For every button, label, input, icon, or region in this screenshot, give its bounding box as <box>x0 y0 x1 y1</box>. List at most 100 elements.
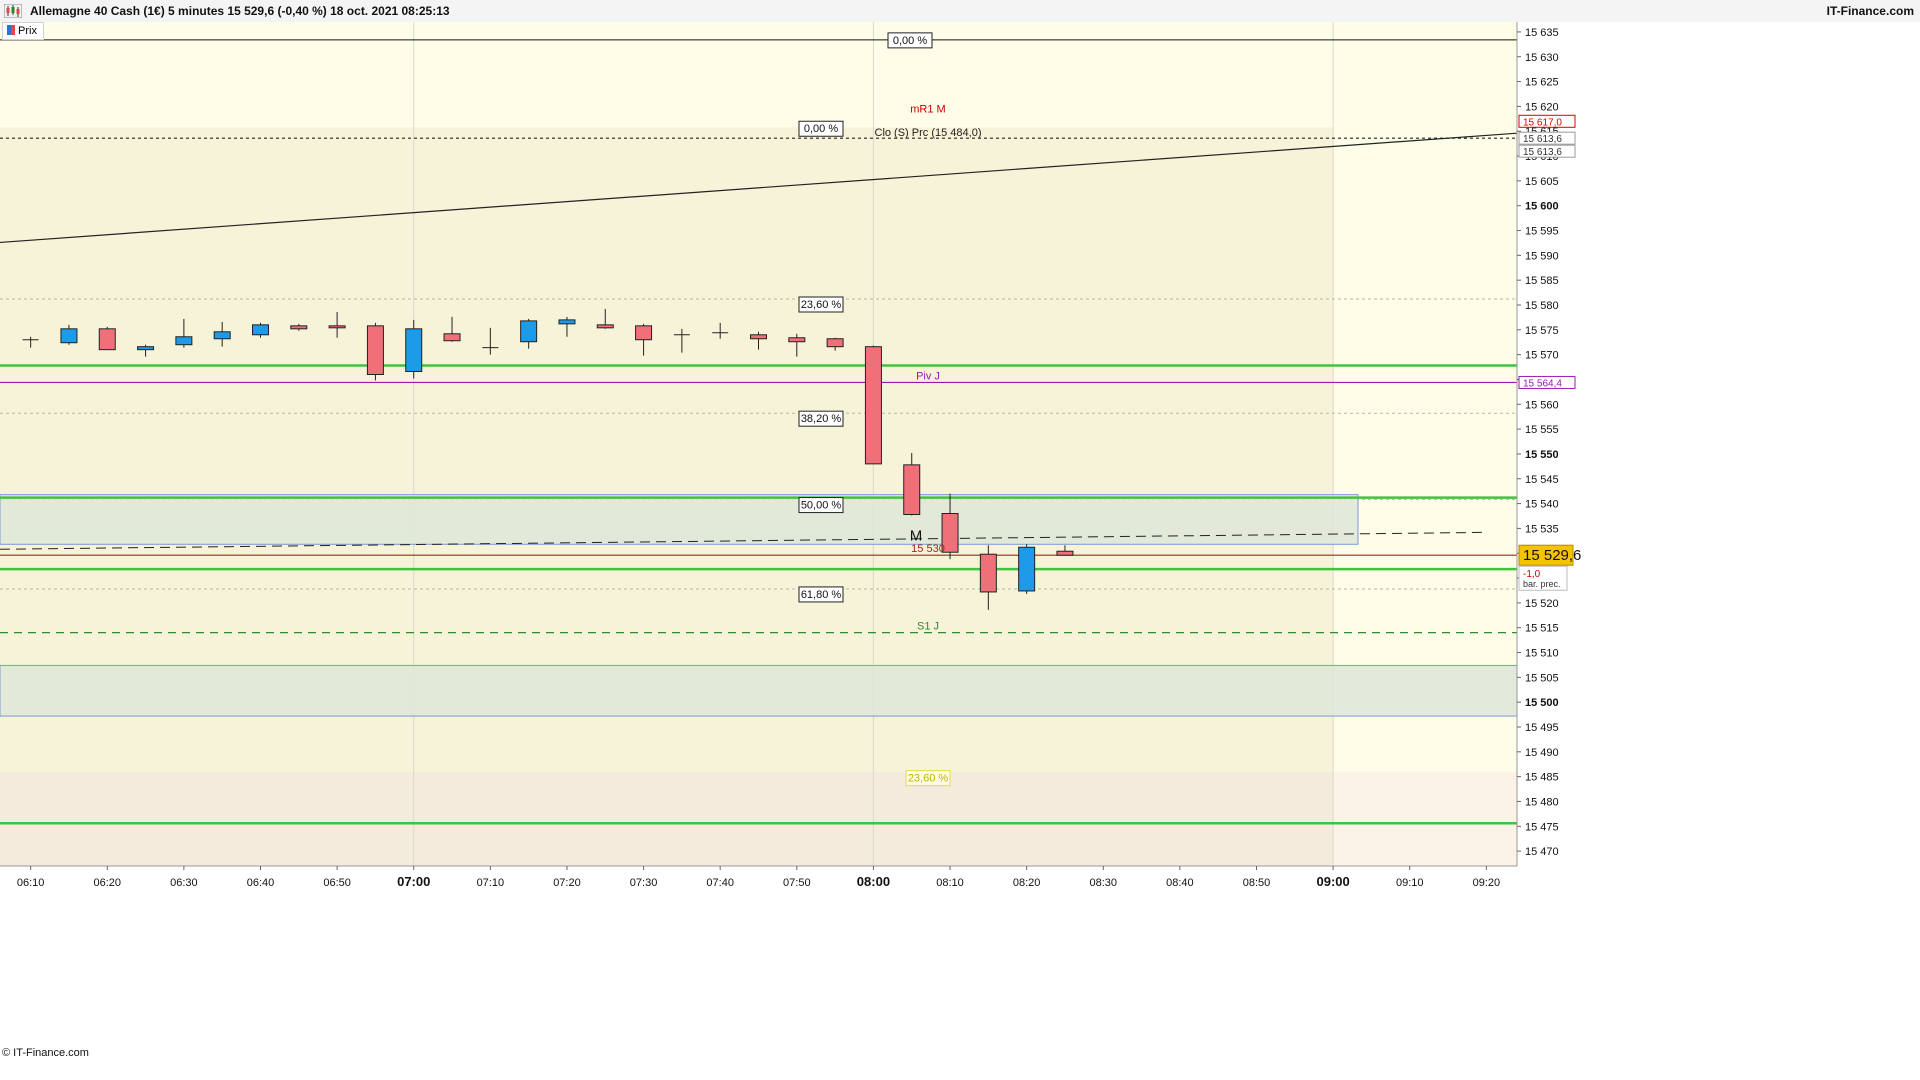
x-tick-label: 06:30 <box>170 877 198 889</box>
level-axis-tag <box>1518 144 1576 158</box>
x-tick-label: 08:00 <box>857 874 890 889</box>
background-band-low <box>0 771 1334 866</box>
level-label-mr1m: mR1 M <box>910 103 945 115</box>
copyright-text: © IT-Finance.com <box>2 1047 89 1059</box>
y-tick-label: 15 470 <box>1525 846 1559 858</box>
candle-body <box>290 325 308 330</box>
x-tick-label: 06:50 <box>323 877 351 889</box>
candle-body <box>635 325 653 341</box>
brand-label[interactable]: IT-Finance.com <box>1826 4 1914 18</box>
candle-body <box>137 346 155 351</box>
y-tick-label: 15 560 <box>1525 399 1559 411</box>
candle-body <box>826 338 844 348</box>
price-legend-swatch <box>7 25 15 35</box>
candle-body <box>520 320 538 343</box>
level-axis-label: 15 613,6 <box>1523 134 1562 145</box>
y-tick-label: 15 580 <box>1525 300 1559 312</box>
current-price-label: 15 529,6 <box>1523 547 1581 564</box>
x-tick-label: 07:30 <box>630 877 658 889</box>
level-label-s1: S1 J <box>917 621 939 633</box>
level-label-pivot: Piv J <box>916 370 940 382</box>
support-zone <box>0 494 1359 545</box>
y-tick-label: 15 635 <box>1525 27 1559 39</box>
y-tick-label: 15 545 <box>1525 474 1559 486</box>
background-future-top <box>1333 22 1517 772</box>
x-tick-label: 08:40 <box>1166 877 1194 889</box>
candles <box>22 308 1074 610</box>
fibonacci-label: 61,80 % <box>801 589 842 601</box>
fibonacci-label: 23,60 % <box>801 299 842 311</box>
x-tick-label: 06:10 <box>17 877 45 889</box>
x-tick-label: 09:20 <box>1473 877 1501 889</box>
y-tick-label: 15 480 <box>1525 796 1559 808</box>
level-axis-label: 15 564,4 <box>1523 378 1562 389</box>
m-level-line <box>0 531 1487 550</box>
x-tick-label: 07:40 <box>706 877 734 889</box>
background-band-middle <box>0 127 1334 772</box>
candle-body <box>213 331 231 340</box>
candle-body <box>98 328 116 351</box>
candle-body <box>596 324 614 329</box>
y-tick-label: 15 620 <box>1525 101 1559 113</box>
level-label-clo: Clo (S) Prc (15 484,0) <box>875 127 982 139</box>
x-tick-label: 08:20 <box>1013 877 1041 889</box>
candle-body <box>788 337 806 343</box>
candle-body <box>443 333 461 342</box>
y-tick-label: 15 570 <box>1525 350 1559 362</box>
x-tick-label: 08:50 <box>1243 877 1271 889</box>
fibonacci-label: 0,00 % <box>893 35 927 47</box>
y-tick-label: 15 555 <box>1525 424 1559 436</box>
y-tick-label: 15 540 <box>1525 499 1559 511</box>
price-legend[interactable]: Prix <box>2 22 44 40</box>
price-legend-label: Prix <box>18 25 37 37</box>
fibonacci-label-box <box>798 410 844 427</box>
x-tick-label: 06:40 <box>247 877 275 889</box>
background-future-low <box>1333 771 1517 866</box>
candle-body <box>979 553 997 593</box>
candle-body <box>750 334 767 340</box>
y-tick-label: 15 485 <box>1525 772 1559 784</box>
candle-body <box>328 325 346 329</box>
y-tick-label: 15 490 <box>1525 747 1559 759</box>
y-tick-label: 15 625 <box>1525 77 1559 89</box>
x-tick-label: 07:10 <box>477 877 505 889</box>
y-tick-label: 15 600 <box>1525 201 1559 213</box>
candle-body <box>60 328 78 344</box>
level-axis-label: 15 613,6 <box>1523 147 1562 158</box>
x-tick-label: 09:00 <box>1316 874 1349 889</box>
y-tick-label: 15 590 <box>1525 250 1559 262</box>
y-tick-label: 15 475 <box>1525 821 1559 833</box>
x-tick-label: 07:50 <box>783 877 811 889</box>
y-tick-label: 15 550 <box>1525 449 1559 461</box>
candle-body <box>405 328 423 373</box>
level-label-m: M <box>910 527 923 544</box>
x-tick-label: 09:10 <box>1396 877 1424 889</box>
y-tick-label: 15 595 <box>1525 226 1559 238</box>
chart-background <box>0 22 1517 866</box>
candle-body <box>251 324 269 336</box>
current-price-tag <box>1518 544 1574 566</box>
y-axis-panel <box>1517 22 1920 866</box>
candle-body <box>1018 546 1036 592</box>
y-tick-label: 15 575 <box>1525 325 1559 337</box>
price-change-label: -1,0 <box>1523 569 1541 580</box>
y-tick-label: 15 630 <box>1525 52 1559 64</box>
fibonacci-label-box <box>798 120 844 137</box>
x-tick-label: 08:30 <box>1090 877 1118 889</box>
candle-body <box>864 346 882 465</box>
y-tick-label: 15 505 <box>1525 672 1559 684</box>
trendline <box>0 132 1518 244</box>
y-tick-label: 15 535 <box>1525 523 1559 535</box>
level-axis-label: 15 617,0 <box>1523 117 1562 128</box>
fibonacci-label-box <box>887 32 933 49</box>
x-tick-label: 08:10 <box>936 877 964 889</box>
level-axis-tag <box>1518 114 1576 128</box>
y-tick-label: 15 605 <box>1525 176 1559 188</box>
x-axis-panel <box>0 866 1920 1080</box>
y-tick-label: 15 495 <box>1525 722 1559 734</box>
fibonacci-label: 23,60 % <box>908 773 949 785</box>
fibonacci-label: 38,20 % <box>801 413 842 425</box>
chart-zones <box>0 494 1518 717</box>
